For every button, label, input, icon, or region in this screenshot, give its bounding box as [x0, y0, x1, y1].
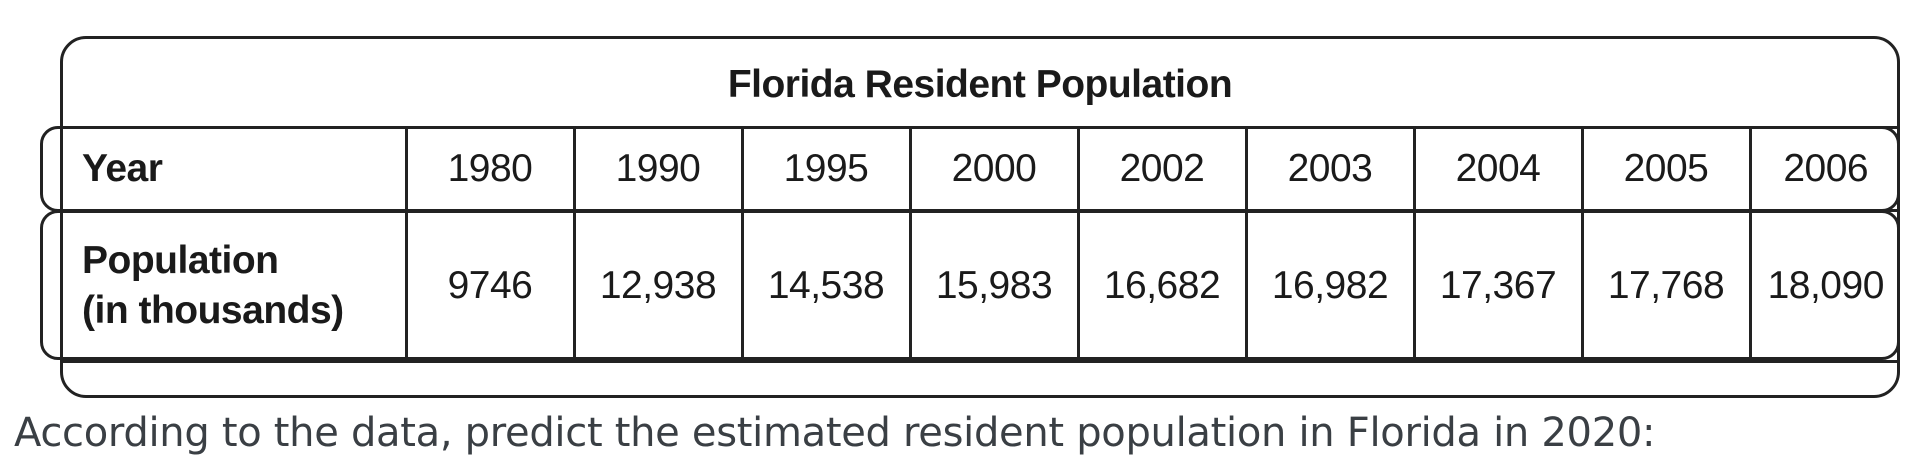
- year-cell: 2006: [1748, 126, 1900, 212]
- year-cell: 2002: [1076, 126, 1248, 212]
- population-cell: 18,090: [1748, 209, 1900, 363]
- population-cell: 14,538: [740, 209, 912, 363]
- table-title: Florida Resident Population: [727, 63, 1233, 106]
- population-header-line2: (in thousands): [82, 289, 344, 332]
- year-cell: 1980: [404, 126, 576, 212]
- population-table: Year 1980 1990 1995 2000 2002 2003 2004 …: [60, 126, 1900, 363]
- population-header: Population (in thousands): [60, 209, 408, 363]
- year-cell: 1995: [740, 126, 912, 212]
- population-cell: 12,938: [572, 209, 744, 363]
- year-header: Year: [60, 126, 408, 212]
- population-header-line1: Population: [82, 239, 279, 282]
- population-cell: 16,982: [1244, 209, 1416, 363]
- population-cell: 15,983: [908, 209, 1080, 363]
- population-cell: 17,367: [1412, 209, 1584, 363]
- year-cell: 2003: [1244, 126, 1416, 212]
- population-cell: 17,768: [1580, 209, 1752, 363]
- year-cell: 1990: [572, 126, 744, 212]
- year-cell: 2004: [1412, 126, 1584, 212]
- population-cell: 16,682: [1076, 209, 1248, 363]
- population-row: Population (in thousands) 9746 12,938 14…: [60, 209, 1900, 363]
- year-cell: 2005: [1580, 126, 1752, 212]
- year-row: Year 1980 1990 1995 2000 2002 2003 2004 …: [60, 126, 1900, 212]
- year-cell: 2000: [908, 126, 1080, 212]
- population-cell: 9746: [404, 209, 576, 363]
- question-text: According to the data, predict the estim…: [14, 410, 1656, 456]
